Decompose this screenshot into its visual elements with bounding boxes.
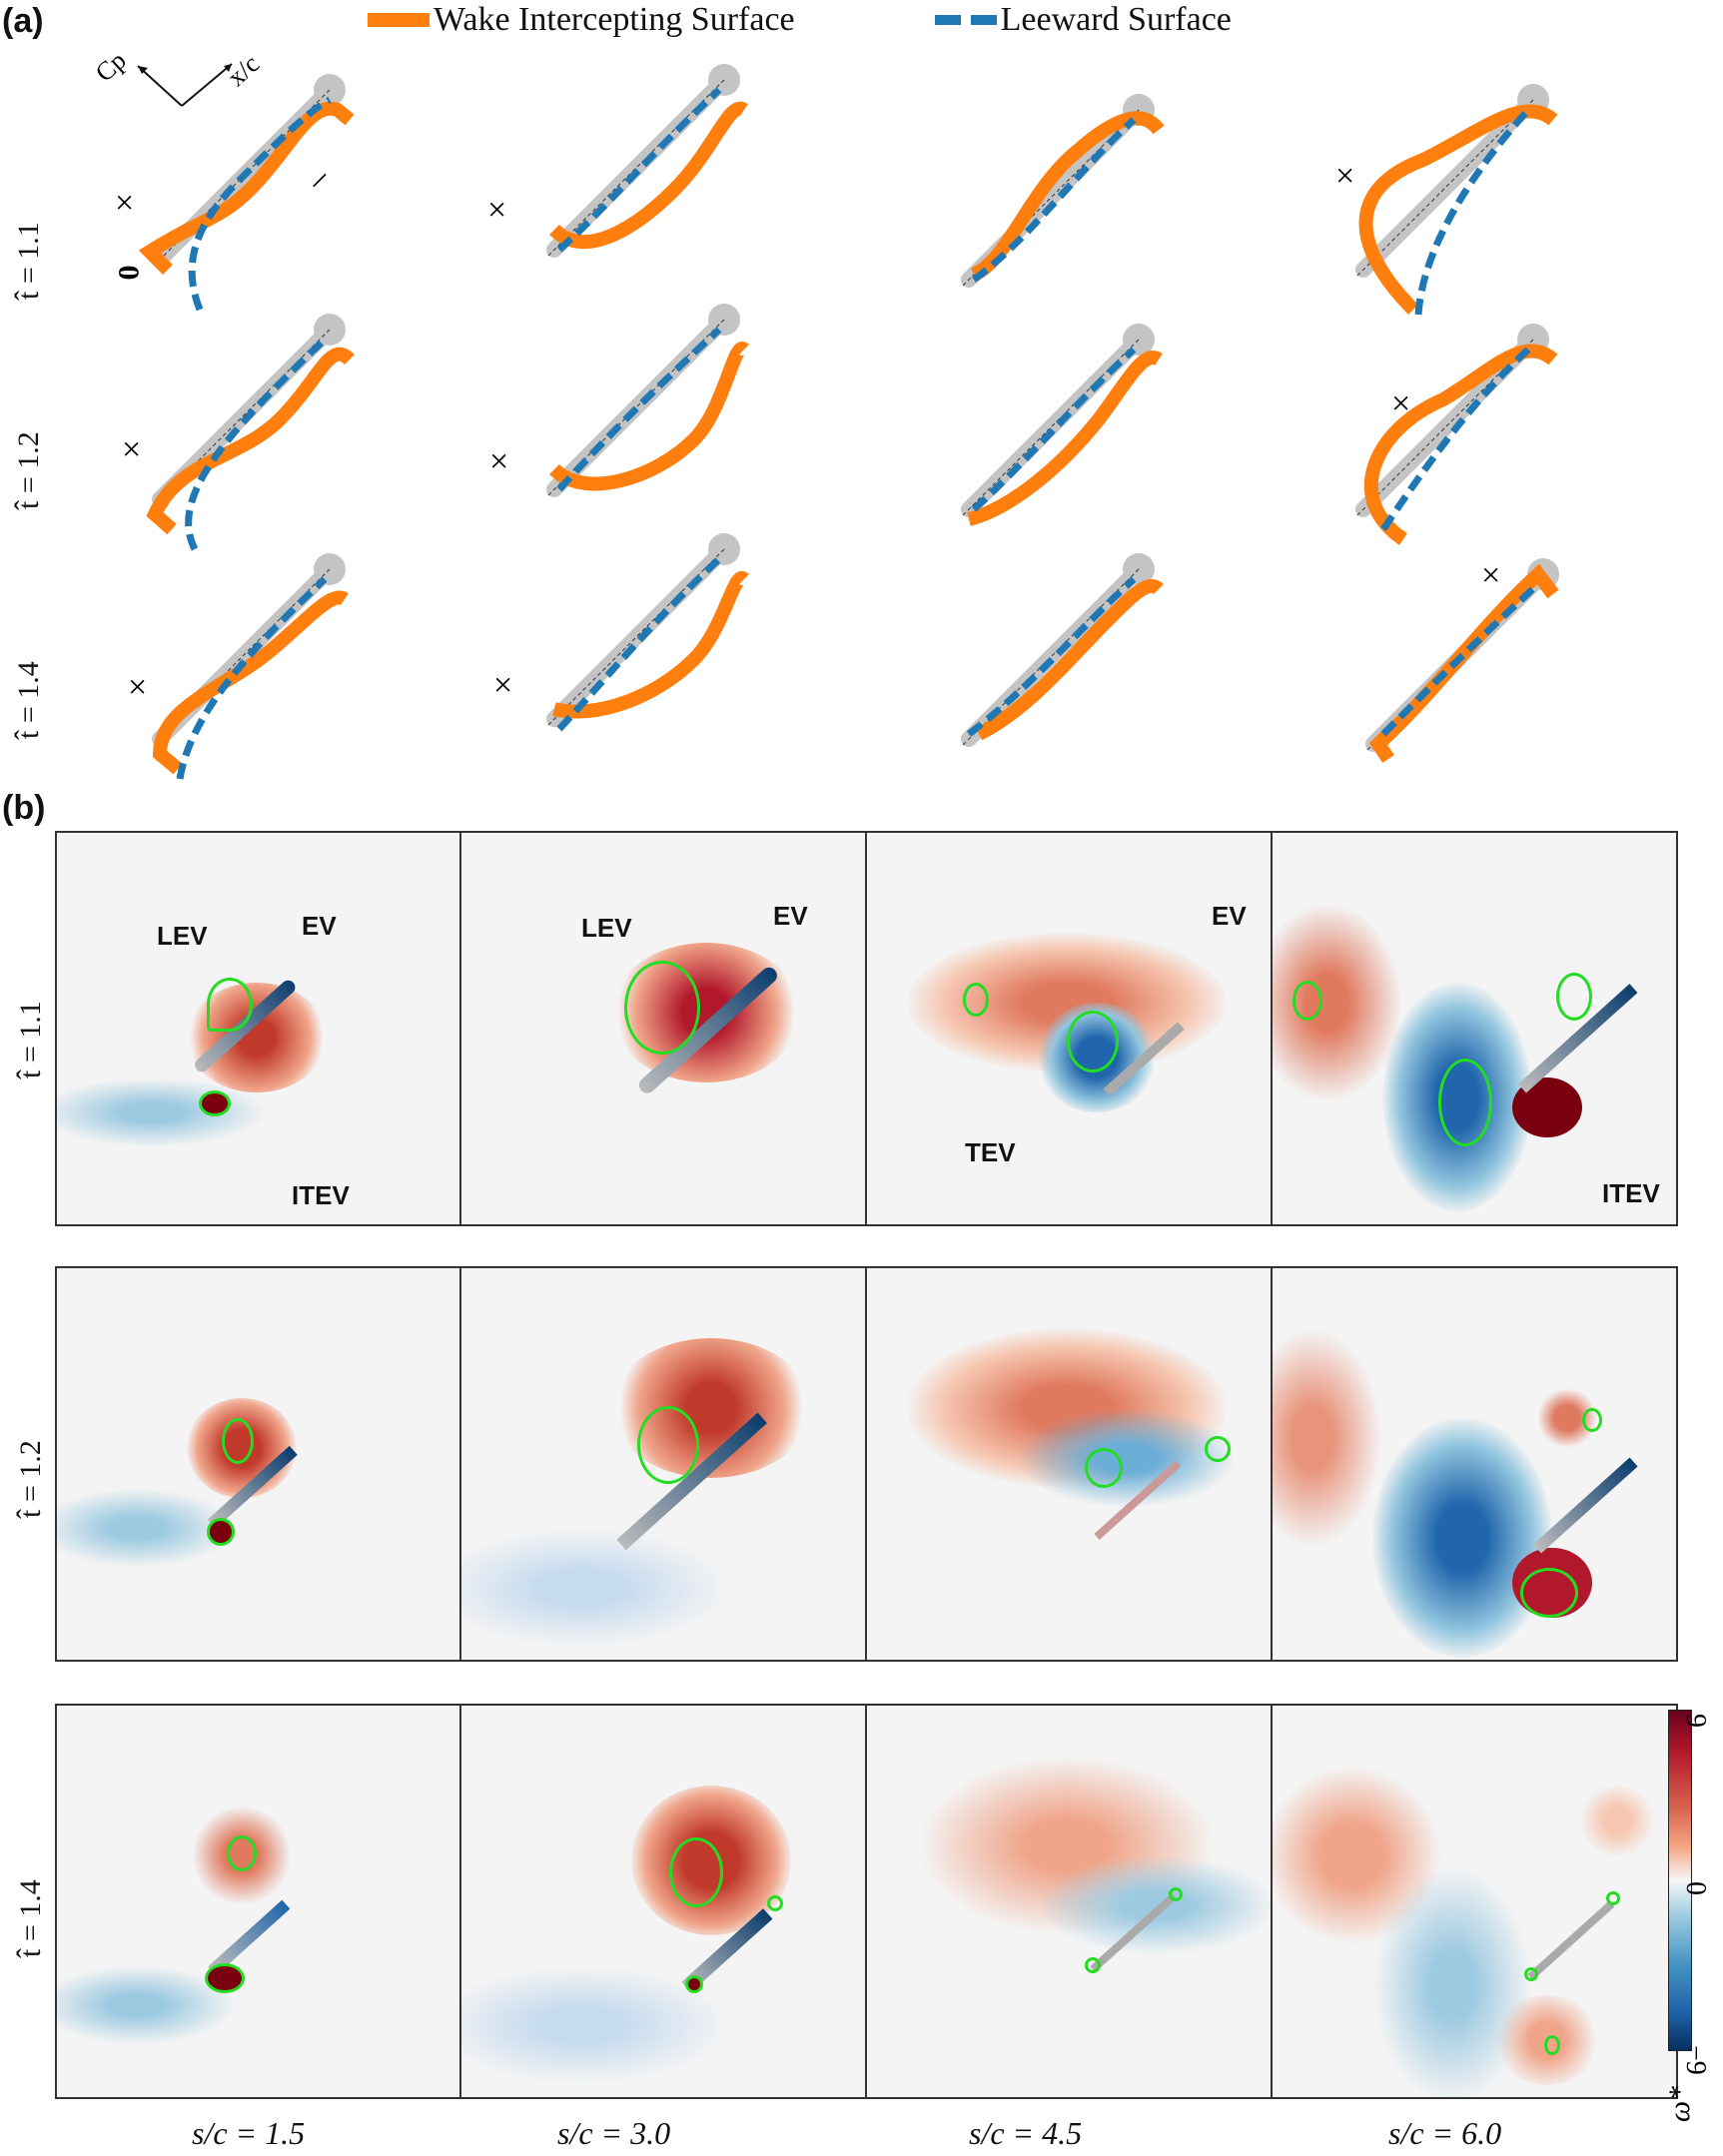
axes-inset-icon <box>137 63 233 107</box>
legend: Wake Intercepting Surface Leeward Surfac… <box>368 0 1371 40</box>
lev-label: LEV <box>581 913 632 943</box>
itev-label: ITEV <box>292 1180 350 1210</box>
vorticity-plot-r3-c3 <box>865 1704 1273 2099</box>
legend-item-wake: Wake Intercepting Surface <box>368 1 795 39</box>
col-label-2: s/c = 3.0 <box>557 2115 671 2151</box>
legend-label: Wake Intercepting Surface <box>433 1 795 38</box>
legend-label: Leeward Surface <box>1000 1 1232 38</box>
positive-marker-icon: × <box>487 192 507 229</box>
colorbar-tick-min: −9 <box>1680 2045 1711 2075</box>
col-label-1: s/c = 1.5 <box>192 2115 306 2151</box>
panel-b-label: (b) <box>2 789 46 827</box>
colorbar-tick-zero: 0 <box>1680 1881 1711 1895</box>
row-label-b-2: t̂ = 1.2 <box>14 1440 47 1518</box>
positive-marker-icon: × <box>489 443 509 480</box>
cp-plots-grid <box>138 0 1723 780</box>
positive-marker-icon: × <box>122 431 142 468</box>
positive-marker-icon: × <box>128 669 148 706</box>
ev-label: EV <box>773 901 808 931</box>
itev-label: ITEV <box>1602 1178 1660 1208</box>
panel-a-label: (a) <box>2 2 44 40</box>
legend-item-leeward: Leeward Surface <box>934 1 1232 39</box>
colorbar-label: ω* <box>1663 2085 1697 2123</box>
tev-label: TEV <box>965 1137 1016 1167</box>
positive-marker-icon: × <box>1481 557 1501 594</box>
vorticity-plot-r2-c1 <box>55 1266 462 1662</box>
positive-marker-icon: × <box>493 667 513 704</box>
vorticity-plot-r2-c2 <box>459 1266 867 1662</box>
ev-label: EV <box>1212 901 1247 931</box>
col-label-4: s/c = 6.0 <box>1388 2115 1502 2151</box>
positive-marker-icon: × <box>115 185 135 222</box>
col-label-3: s/c = 4.5 <box>969 2115 1083 2151</box>
vorticity-plot-r1-c3: EV TEV <box>865 831 1273 1226</box>
ev-label: EV <box>302 911 337 941</box>
vorticity-plot-r3-c4 <box>1271 1704 1678 2099</box>
vorticity-plot-r1-c1: LEV EV ITEV <box>55 831 462 1226</box>
solid-line-swatch-icon <box>368 13 430 27</box>
row-label-b-1: t̂ = 1.1 <box>14 1001 47 1078</box>
vorticity-plot-r1-c4: ITEV <box>1271 831 1678 1226</box>
vorticity-plot-r3-c2 <box>459 1704 867 2099</box>
vorticity-plot-r2-c3 <box>865 1266 1273 1662</box>
colorbar-tick-max: 9 <box>1680 1714 1711 1728</box>
row-label-b-3: t̂ = 1.4 <box>14 1879 47 1957</box>
dashed-line-swatch-icon <box>934 15 997 25</box>
vorticity-plot-r1-c2: LEV EV <box>459 831 867 1226</box>
zero-marker-icon: 0 <box>112 265 146 281</box>
colorbar <box>1668 1710 1692 2051</box>
vorticity-plot-r3-c1 <box>55 1704 462 2099</box>
positive-marker-icon: × <box>1391 385 1411 422</box>
lev-label: LEV <box>157 921 208 951</box>
positive-marker-icon: × <box>1335 158 1355 195</box>
vorticity-plot-r2-c4 <box>1271 1266 1678 1662</box>
